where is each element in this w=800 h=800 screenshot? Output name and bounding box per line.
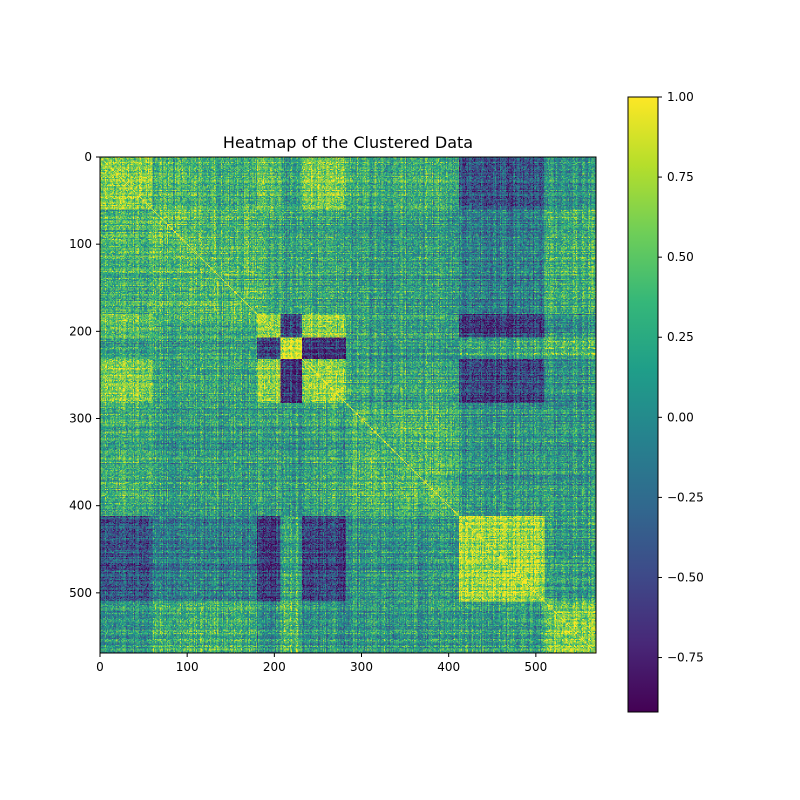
- colorbar-tick-label: −0.50: [667, 570, 704, 584]
- y-tick-label: 500: [69, 586, 92, 600]
- colorbar-axis: 1.00 0.75 0.50 0.25 0.00 −0.25 −0.50 −0.75: [658, 90, 704, 665]
- y-tick-label: 0: [84, 150, 92, 164]
- x-tick-label: 100: [176, 660, 199, 674]
- colorbar-tick-label: −0.75: [667, 651, 704, 665]
- heatmap-frame: [99, 156, 597, 654]
- chart-title: Heatmap of the Clustered Data: [223, 133, 473, 152]
- heatmap-plot-area: [100, 157, 596, 653]
- colorbar: [628, 97, 658, 712]
- x-tick-label: 0: [96, 660, 104, 674]
- x-axis: 0 100 200 300 400 500: [96, 653, 547, 674]
- y-tick-label: 400: [69, 499, 92, 513]
- x-tick-label: 400: [437, 660, 460, 674]
- colorbar-tick-label: 1.00: [667, 90, 694, 104]
- heatmap-image: [100, 157, 596, 653]
- x-tick-label: 300: [350, 660, 373, 674]
- y-tick-label: 300: [69, 412, 92, 426]
- colorbar-frame: [627, 96, 659, 713]
- y-tick-label: 100: [69, 237, 92, 251]
- x-tick-label: 200: [263, 660, 286, 674]
- colorbar-tick-label: 0.25: [667, 330, 694, 344]
- y-tick-label: 200: [69, 324, 92, 338]
- y-axis: 0 100 200 300 400 500: [69, 150, 100, 600]
- colorbar-tick-label: −0.25: [667, 490, 704, 504]
- x-tick-label: 500: [524, 660, 547, 674]
- colorbar-tick-label: 0.00: [667, 410, 694, 424]
- colorbar-tick-label: 0.75: [667, 170, 694, 184]
- colorbar-tick-label: 0.50: [667, 250, 694, 264]
